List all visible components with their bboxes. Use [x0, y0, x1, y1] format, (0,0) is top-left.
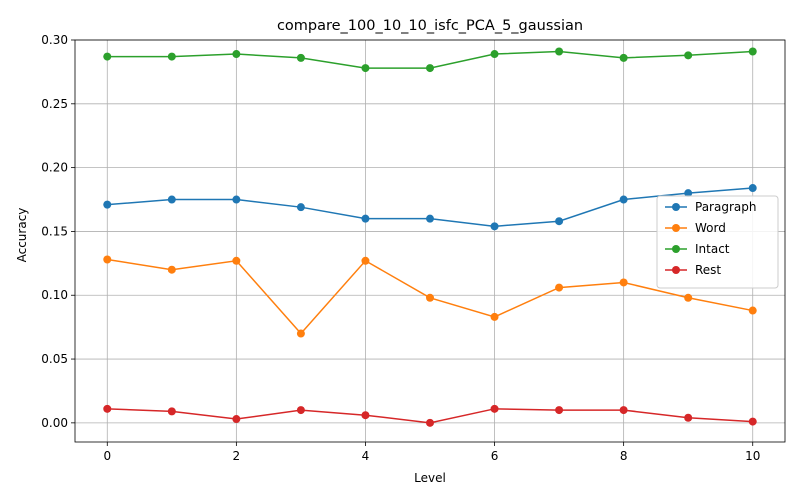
ticks: 0 2 4 6 8 10 0.00 0.05 0.10 0.15 0.20 0.25 0.30 [41, 33, 760, 463]
data-point-intact [296, 53, 305, 62]
data-point-word [167, 265, 176, 274]
data-point-rest [361, 411, 370, 420]
y-tick-label: 0.05 [41, 352, 68, 366]
data-point-word [426, 293, 434, 302]
axes-frame [74, 39, 786, 443]
data-point-rest [619, 406, 628, 415]
data-point-intact [103, 52, 112, 61]
legend-label-rest: Rest [695, 263, 721, 277]
data-point-word [555, 283, 564, 292]
legend: Paragraph Word Intact Rest [656, 195, 779, 289]
legend-marker-paragraph [672, 203, 680, 211]
data-point-word [748, 306, 757, 315]
y-tick-label: 0.15 [41, 224, 68, 238]
data-point-intact [684, 51, 693, 60]
y-tick-label: 0.20 [41, 161, 68, 175]
data-point-paragraph [296, 203, 305, 212]
y-axis-label: Accuracy [15, 208, 29, 263]
data-point-paragraph [426, 214, 434, 223]
data-point-intact [748, 47, 757, 56]
data-point-word [619, 278, 628, 287]
y-tick-label: 0.25 [41, 97, 68, 111]
data-point-rest [167, 407, 176, 416]
data-point-intact [361, 64, 370, 73]
data-point-intact [619, 53, 628, 62]
data-point-rest [103, 404, 112, 413]
legend-marker-word [672, 224, 680, 232]
x-axis-label: Level [414, 471, 446, 485]
data-point-paragraph [748, 184, 757, 193]
data-point-intact [167, 52, 176, 61]
x-tick-label: 6 [491, 449, 499, 463]
data-point-rest [555, 406, 564, 415]
data-point-rest [426, 418, 434, 427]
data-point-rest [296, 406, 305, 415]
data-point-word [232, 256, 241, 265]
data-point-intact [426, 64, 434, 73]
data-point-word [103, 255, 112, 264]
data-point-paragraph [167, 195, 176, 204]
data-point-word [490, 312, 499, 321]
data-point-intact [555, 47, 564, 56]
data-point-paragraph [684, 189, 693, 198]
legend-marker-intact [672, 245, 680, 253]
data-point-intact [490, 50, 499, 59]
x-tick-label: 4 [362, 449, 370, 463]
data-point-rest [490, 404, 499, 413]
data-point-rest [684, 413, 693, 422]
x-tick-label: 8 [620, 449, 628, 463]
data-point-paragraph [232, 195, 241, 204]
legend-marker-rest [672, 266, 680, 274]
data-point-word [296, 329, 305, 338]
data-point-paragraph [361, 214, 370, 223]
data-point-intact [232, 50, 241, 59]
legend-label-word: Word [695, 221, 726, 235]
data-point-paragraph [490, 222, 499, 231]
data-point-paragraph [619, 195, 628, 204]
x-tick-label: 0 [103, 449, 111, 463]
chart-title: compare_100_10_10_isfc_PCA_5_gaussian [277, 18, 583, 34]
x-tick-label: 2 [233, 449, 241, 463]
y-tick-label: 0.10 [41, 288, 68, 302]
legend-label-intact: Intact [695, 242, 730, 256]
y-tick-label: 0.30 [41, 33, 68, 47]
data-point-word [684, 293, 693, 302]
data-point-word [361, 256, 370, 265]
y-tick-label: 0.00 [41, 416, 68, 430]
plot-frame [74, 39, 786, 443]
legend-label-paragraph: Paragraph [695, 200, 756, 214]
data-point-rest [748, 417, 757, 426]
legend-box [656, 195, 779, 289]
x-tick-label: 10 [745, 449, 760, 463]
data-point-paragraph [555, 217, 564, 226]
data-point-paragraph [103, 200, 112, 209]
series-layer [103, 47, 757, 427]
data-point-rest [232, 415, 241, 424]
